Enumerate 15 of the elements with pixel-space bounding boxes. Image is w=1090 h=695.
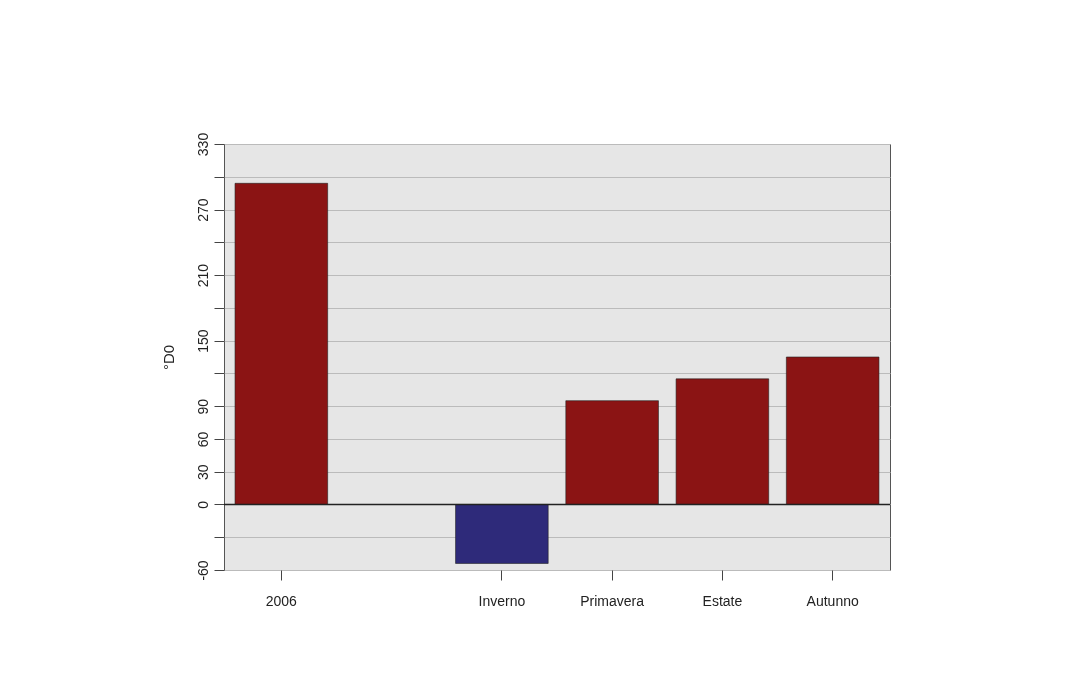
y-tick-label: 150 [194, 329, 211, 353]
x-tick-label: Estate [702, 592, 743, 609]
y-tick-label: 0 [194, 500, 211, 509]
x-tick-label: Inverno [478, 592, 526, 609]
y-tick-label: 30 [194, 464, 211, 480]
y-tick-label: 210 [194, 263, 211, 288]
y-tick-label: 330 [194, 132, 211, 157]
y-tick-label: -60 [194, 560, 211, 581]
x-tick-label: Primavera [580, 592, 645, 609]
y-tick-label: 270 [194, 198, 211, 222]
x-tick-label: 2006 [265, 592, 298, 609]
y-tick-label: 90 [194, 398, 211, 415]
x-tick-label: Autunno [806, 592, 859, 609]
y-tick-label: 60 [194, 431, 211, 448]
y-axis-title: °D0 [159, 344, 177, 371]
